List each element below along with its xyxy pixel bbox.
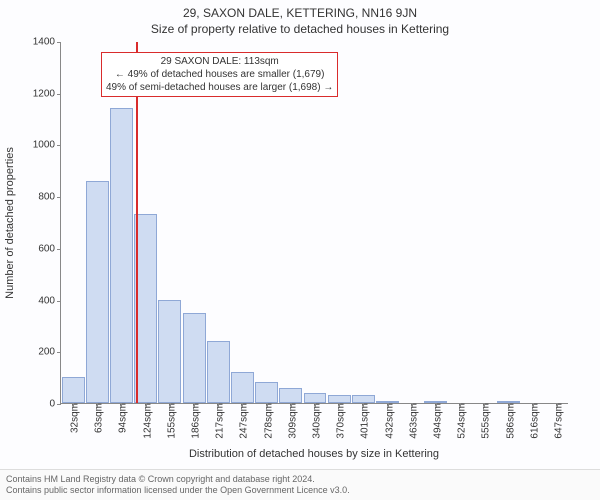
- histogram-bar: [110, 108, 133, 403]
- x-tick-label: 124sqm: [138, 403, 153, 439]
- callout-line1: 29 SAXON DALE: 113sqm: [106, 55, 333, 68]
- histogram-bar: [279, 388, 302, 404]
- x-tick-mark: [121, 403, 122, 407]
- histogram-bar: [86, 181, 109, 403]
- x-tick-mark: [412, 403, 413, 407]
- x-tick-mark: [291, 403, 292, 407]
- x-tick-label: 555sqm: [477, 403, 492, 439]
- x-tick-mark: [218, 403, 219, 407]
- x-tick-mark: [533, 403, 534, 407]
- callout-line3: 49% of semi-detached houses are larger (…: [106, 81, 333, 94]
- x-tick-label: 401sqm: [356, 403, 371, 439]
- x-tick-label: 94sqm: [114, 403, 129, 433]
- x-tick-mark: [170, 403, 171, 407]
- x-tick-mark: [73, 403, 74, 407]
- histogram-bar: [255, 382, 278, 403]
- x-tick-mark: [460, 403, 461, 407]
- histogram-bar: [158, 300, 181, 403]
- x-tick-label: 309sqm: [283, 403, 298, 439]
- chart-title-address: 29, SAXON DALE, KETTERING, NN16 9JN: [0, 6, 600, 20]
- y-tick-mark: [57, 145, 61, 146]
- histogram-bar: [304, 393, 327, 403]
- x-tick-mark: [267, 403, 268, 407]
- callout-line2: ← 49% of detached houses are smaller (1,…: [106, 68, 333, 81]
- x-tick-mark: [363, 403, 364, 407]
- property-callout: 29 SAXON DALE: 113sqm← 49% of detached h…: [101, 52, 338, 97]
- x-tick-label: 340sqm: [308, 403, 323, 439]
- x-tick-mark: [97, 403, 98, 407]
- x-tick-label: 32sqm: [66, 403, 81, 433]
- footer-attribution: Contains HM Land Registry data © Crown c…: [0, 469, 600, 500]
- x-tick-label: 494sqm: [428, 403, 443, 439]
- histogram-bar: [231, 372, 254, 403]
- footer-line2: Contains public sector information licen…: [6, 485, 594, 496]
- x-tick-mark: [194, 403, 195, 407]
- y-tick-mark: [57, 301, 61, 302]
- y-axis-label: Number of detached properties: [4, 147, 16, 299]
- x-tick-label: 586sqm: [501, 403, 516, 439]
- x-axis-label: Distribution of detached houses by size …: [60, 448, 568, 460]
- x-tick-label: 186sqm: [187, 403, 202, 439]
- x-tick-label: 247sqm: [235, 403, 250, 439]
- x-tick-mark: [146, 403, 147, 407]
- x-tick-mark: [509, 403, 510, 407]
- x-tick-label: 463sqm: [404, 403, 419, 439]
- histogram-bar: [62, 377, 85, 403]
- x-tick-mark: [484, 403, 485, 407]
- histogram-bar: [183, 313, 206, 404]
- y-tick-mark: [57, 197, 61, 198]
- x-tick-mark: [557, 403, 558, 407]
- histogram-bar: [207, 341, 230, 403]
- x-tick-mark: [242, 403, 243, 407]
- y-tick-mark: [57, 42, 61, 43]
- x-tick-mark: [436, 403, 437, 407]
- x-tick-mark: [315, 403, 316, 407]
- y-tick-mark: [57, 404, 61, 405]
- x-tick-mark: [388, 403, 389, 407]
- x-tick-label: 278sqm: [259, 403, 274, 439]
- y-axis-label-wrap: Number of detached properties: [4, 42, 16, 404]
- histogram-bar: [352, 395, 375, 403]
- x-tick-label: 432sqm: [380, 403, 395, 439]
- y-tick-mark: [57, 352, 61, 353]
- x-tick-label: 647sqm: [549, 403, 564, 439]
- x-tick-label: 616sqm: [525, 403, 540, 439]
- x-tick-mark: [339, 403, 340, 407]
- x-tick-label: 217sqm: [211, 403, 226, 439]
- footer-line1: Contains HM Land Registry data © Crown c…: [6, 474, 594, 485]
- y-tick-mark: [57, 94, 61, 95]
- chart-title-sub: Size of property relative to detached ho…: [0, 22, 600, 36]
- x-tick-label: 524sqm: [453, 403, 468, 439]
- y-tick-mark: [57, 249, 61, 250]
- x-tick-label: 370sqm: [332, 403, 347, 439]
- x-tick-label: 63sqm: [90, 403, 105, 433]
- x-tick-label: 155sqm: [162, 403, 177, 439]
- histogram-bar: [328, 395, 351, 403]
- chart-plot-area: 020040060080010001200140032sqm63sqm94sqm…: [60, 42, 568, 404]
